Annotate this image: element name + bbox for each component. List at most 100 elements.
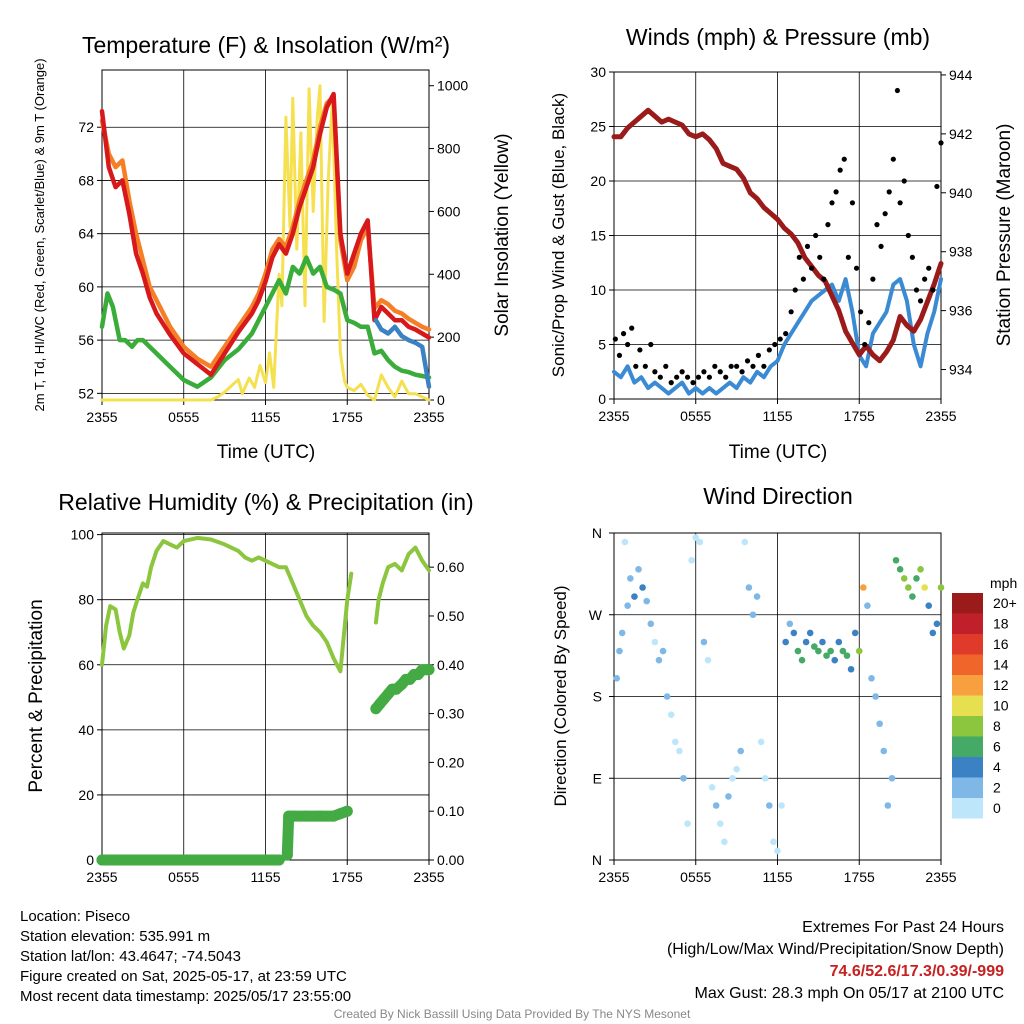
direction-point — [688, 556, 695, 564]
direction-point — [651, 638, 659, 646]
y-tick-label-right: 0.20 — [437, 754, 464, 770]
y-tick-label-left: N — [592, 525, 602, 541]
y-tick-label-left: 0 — [86, 852, 94, 868]
gust-point — [717, 369, 723, 375]
gust-point — [674, 374, 680, 380]
direction-point — [631, 593, 638, 600]
extremes-values: 74.6/52.6/17.3/0.39/-999 — [829, 963, 1004, 980]
legend-title: mph — [990, 575, 1017, 591]
gust-point — [772, 341, 778, 348]
precip-point — [219, 854, 231, 866]
y-tick-label-right: 940 — [949, 185, 973, 201]
station-location: Location: Piseco — [20, 908, 131, 925]
y-axis-label-left: Percent & Precipitation — [26, 599, 47, 792]
direction-point — [676, 747, 683, 755]
direction-point — [774, 847, 781, 855]
gust-point — [684, 374, 691, 380]
y-tick-label-left: 20 — [78, 787, 94, 803]
x-tick-label: 1155 — [762, 869, 792, 885]
direction-point — [692, 534, 700, 541]
y-tick-label-left: 15 — [590, 228, 606, 244]
gust-point — [612, 336, 618, 342]
y-tick-label-right: 0.00 — [437, 852, 464, 868]
y-tick-label-right: 938 — [949, 244, 973, 260]
direction-point — [729, 774, 736, 782]
direction-point — [616, 647, 623, 655]
direction-point — [851, 629, 859, 637]
gust-point — [825, 222, 831, 228]
gust-point — [800, 276, 806, 282]
direction-point — [613, 675, 621, 682]
gust-point — [783, 331, 789, 337]
gust-point — [657, 374, 663, 380]
chart-title: Temperature (F) & Insolation (W/m²) — [82, 32, 450, 58]
legend-swatch — [952, 798, 983, 819]
precip-point — [178, 854, 190, 866]
legend-swatch — [952, 777, 983, 798]
direction-point — [827, 647, 834, 655]
gust-point — [744, 358, 751, 364]
direction-point — [770, 838, 777, 846]
gust-point — [777, 336, 783, 342]
direction-point — [753, 593, 761, 600]
direction-point — [929, 629, 937, 637]
direction-point — [757, 738, 765, 746]
gust-point — [750, 363, 756, 369]
y-tick-label-left: W — [589, 607, 603, 623]
x-tick-label: 1755 — [844, 408, 875, 424]
gust-point — [878, 243, 884, 249]
legend-label: 18 — [993, 616, 1009, 632]
gust-point — [858, 309, 864, 315]
precip-point — [273, 854, 285, 866]
gust-point — [841, 156, 847, 162]
y-tick-label-right: 400 — [437, 266, 461, 282]
x-tick-label: 1755 — [332, 869, 363, 885]
speed-legend: mph 20+ 18 16 14 12 10 8 6 4 2 0 — [952, 575, 1017, 819]
direction-point — [721, 838, 728, 846]
direction-point — [831, 656, 839, 664]
series-rh-line — [100, 535, 354, 674]
y-tick-label-left: 52 — [78, 385, 94, 401]
direction-point — [708, 784, 716, 791]
precip-point — [110, 854, 122, 866]
direction-point — [621, 538, 629, 546]
precip-point — [300, 810, 312, 822]
gust-point — [870, 276, 876, 282]
direction-point — [815, 647, 822, 655]
direction-point — [618, 629, 626, 637]
y-tick-label-right: 200 — [437, 329, 461, 345]
gust-point — [796, 254, 802, 260]
x-tick-label: 2355 — [413, 409, 444, 425]
y-tick-label-right: 1000 — [437, 78, 468, 94]
y-tick-label-left: 20 — [590, 173, 606, 189]
direction-point — [847, 665, 855, 673]
legend-label: 20+ — [993, 595, 1017, 611]
direction-point — [659, 647, 667, 655]
gust-point — [845, 254, 851, 260]
direction-point — [635, 566, 642, 573]
y-axis-label-left: 2m T, Td, HI/WC (Red, Green, Scarlet/Blu… — [32, 58, 47, 411]
gust-point — [616, 352, 623, 358]
direction-point — [896, 566, 904, 573]
gust-point — [761, 363, 767, 369]
gust-point — [934, 183, 940, 190]
credit-line: Created By Nick Bassill Using Data Provi… — [333, 1007, 691, 1021]
direction-point — [937, 584, 945, 591]
direction-point — [794, 647, 802, 655]
direction-point — [888, 774, 896, 782]
station-info: Location: Piseco Station elevation: 535.… — [20, 907, 351, 1007]
recent-data-timestamp: Most recent data timestamp: 2025/05/17 2… — [20, 988, 352, 1005]
gust-point — [853, 265, 860, 271]
legend-swatch — [952, 736, 983, 757]
gust-point — [788, 309, 794, 315]
gust-point — [817, 254, 823, 260]
direction-point — [737, 747, 745, 755]
precip-point — [164, 854, 176, 866]
direction-point — [684, 820, 691, 827]
precip-point — [151, 854, 162, 866]
direction-point — [798, 656, 806, 664]
legend-label: 8 — [993, 718, 1001, 734]
max-gust: Max Gust: 28.3 mph On 05/17 at 2100 UTC — [694, 985, 1005, 1002]
x-tick-label: 2355 — [86, 409, 117, 425]
